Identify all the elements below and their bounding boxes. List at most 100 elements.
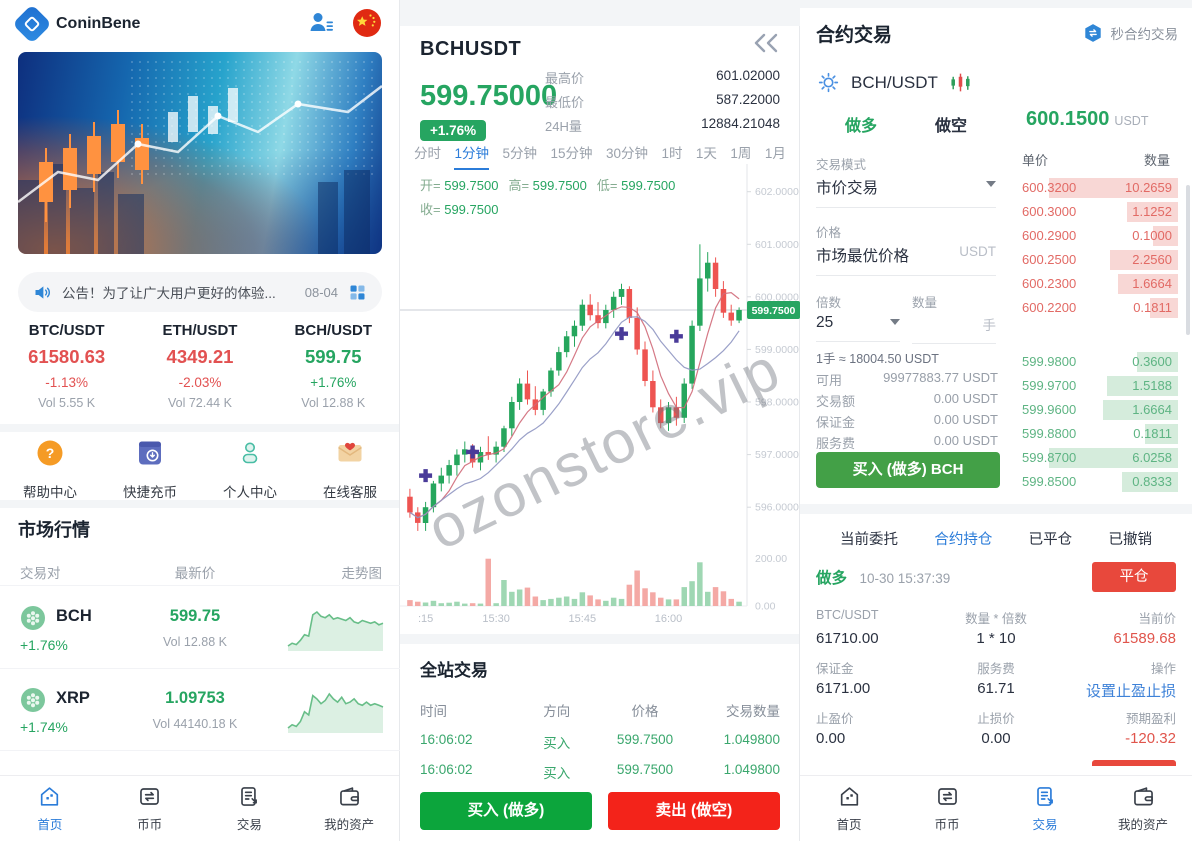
- partial-close-button[interactable]: [1092, 760, 1176, 766]
- brand-name: ConinBene: [56, 15, 141, 32]
- ask-row[interactable]: 600.3200 10.2659: [1012, 176, 1178, 200]
- home-icon: [37, 784, 62, 809]
- qty-input[interactable]: 手: [912, 314, 996, 344]
- ticker-btc[interactable]: BTC/USDT 61580.63 -1.13% Vol 5.55 K: [0, 322, 133, 410]
- contract-title: 合约交易: [816, 25, 893, 46]
- grid-icon[interactable]: [347, 282, 368, 303]
- shortcut-profile[interactable]: 个人中心: [200, 438, 300, 501]
- leverage-select[interactable]: 25: [816, 314, 900, 342]
- interval-tab-5分钟[interactable]: 5分钟: [502, 146, 537, 161]
- orderbook-qty-cell: 6.0258: [1132, 450, 1172, 465]
- svg-text:599.7500: 599.7500: [752, 305, 796, 317]
- position-tab-已撤销[interactable]: 已撤销: [1108, 532, 1152, 548]
- nav-item-trade[interactable]: 交易: [996, 776, 1094, 841]
- shortcut-recharge[interactable]: 快捷充币: [100, 438, 200, 501]
- sell-short-button[interactable]: 卖出 (做空): [608, 792, 780, 830]
- bid-row[interactable]: 599.8800 0.1811: [1012, 422, 1178, 446]
- user-profile-icon[interactable]: [306, 8, 336, 38]
- position-cell-value: 61.71: [977, 680, 1015, 697]
- gear-icon[interactable]: [816, 70, 841, 95]
- bid-row[interactable]: 599.8700 6.0258: [1012, 446, 1178, 470]
- interval-tab-1时[interactable]: 1时: [661, 146, 683, 161]
- position-cell-value[interactable]: 设置止盈止损: [1085, 683, 1176, 700]
- orderbook-price-cell: 599.9700: [1022, 378, 1077, 393]
- brand-logo-icon: [12, 4, 52, 44]
- interval-tab-1天[interactable]: 1天: [695, 146, 717, 161]
- bottom-nav-right: 首页 币币 交易 我的资产: [800, 775, 1192, 841]
- shortcut-service[interactable]: 在线客服: [300, 438, 400, 501]
- interval-tab-1分钟[interactable]: 1分钟: [454, 142, 489, 170]
- position-tab-已平仓[interactable]: 已平仓: [1028, 532, 1073, 548]
- orderbook-price-cell: 600.3000: [1022, 204, 1077, 219]
- close-position-button[interactable]: 平仓: [1092, 562, 1176, 592]
- nav-label: 币币: [934, 818, 960, 832]
- ask-row[interactable]: 600.2200 0.1811: [1012, 296, 1178, 320]
- market-row-bch[interactable]: BCH +1.76% 599.75 Vol 12.88 K: [0, 587, 400, 669]
- bid-row[interactable]: 599.9600 1.6664: [1012, 398, 1178, 422]
- chevron-down-icon: [890, 319, 900, 325]
- orderbook-qty-cell: 1.6664: [1132, 276, 1172, 291]
- trades-col-header: 价格: [631, 704, 659, 719]
- submit-long-button[interactable]: 买入 (做多) BCH: [816, 452, 1000, 488]
- interval-tab-1周[interactable]: 1周: [730, 146, 752, 161]
- last-price: 599.75000: [420, 80, 558, 112]
- scrollbar-thumb[interactable]: [1186, 185, 1190, 335]
- back-icon[interactable]: [751, 32, 781, 54]
- seconds-contract-link[interactable]: 秒合约交易: [1082, 22, 1178, 44]
- nav-item-wallet[interactable]: 我的资产: [299, 776, 399, 841]
- svg-text:15:45: 15:45: [569, 613, 597, 625]
- ticker-eth[interactable]: ETH/USDT 4349.21 -2.03% Vol 72.44 K: [133, 322, 266, 410]
- orderbook-price-cell: 600.2500: [1022, 252, 1077, 267]
- mode-select[interactable]: 市价交易: [816, 176, 996, 208]
- position-tab-合约持仓[interactable]: 合约持仓: [934, 532, 993, 548]
- candles-icon[interactable]: [948, 70, 973, 95]
- price-unit: USDT: [959, 244, 996, 259]
- bid-row[interactable]: 599.9800 0.3600: [1012, 350, 1178, 374]
- nav-item-home[interactable]: 首页: [0, 776, 100, 841]
- stat-label: 最高价: [545, 71, 585, 86]
- ask-row[interactable]: 600.2900 0.1000: [1012, 224, 1178, 248]
- ticker-strip: BTC/USDT 61580.63 -1.13% Vol 5.55 K ETH/USDT…: [0, 322, 400, 410]
- side-tab-做多[interactable]: 做多: [844, 118, 877, 135]
- promo-banner[interactable]: [18, 52, 382, 254]
- pair-name: BCH/USDT: [851, 72, 938, 92]
- ask-row[interactable]: 600.2300 1.6664: [1012, 272, 1178, 296]
- svg-text:600.0000: 600.0000: [755, 291, 799, 303]
- trade-row: 16:06:02 买入 599.7500 1.049800: [420, 762, 780, 782]
- buy-long-button[interactable]: 买入 (做多): [420, 792, 592, 830]
- shortcut-help[interactable]: ? 帮助中心: [0, 438, 100, 501]
- ohlc-legend-line2: 收= 599.7500: [420, 199, 508, 218]
- orderbook-col-header: 数量: [1143, 153, 1170, 168]
- candlestick-chart[interactable]: 602.0000 601.0000 600.0000 599.0000 598.0000…: [400, 160, 800, 630]
- market-row-xrp[interactable]: XRP +1.74% 1.09753 Vol 44140.18 K: [0, 669, 400, 751]
- position-tab-当前委托[interactable]: 当前委托: [840, 532, 898, 548]
- depth-bar: [1048, 448, 1178, 468]
- interval-tabs: 分时 1分钟 5分钟 15分钟 30分钟 1时 1天 1周 1月: [414, 142, 786, 170]
- side-tabs: 做多 做空: [816, 112, 996, 136]
- stat-row: 最高价 601.02000: [545, 68, 780, 88]
- orderbook-price-cell: 599.8800: [1022, 426, 1077, 441]
- ticker-bch[interactable]: BCH/USDT 599.75 +1.76% Vol 12.88 K: [267, 322, 400, 410]
- price-input[interactable]: 市场最优价格 USDT: [816, 244, 996, 276]
- interval-tab-分时[interactable]: 分时: [414, 146, 441, 161]
- side-tab-做空[interactable]: 做空: [934, 118, 967, 135]
- ask-row[interactable]: 600.3000 1.1252: [1012, 200, 1178, 224]
- nav-item-trade[interactable]: 交易: [200, 776, 300, 841]
- nav-item-home[interactable]: 首页: [800, 776, 898, 841]
- contract-panel: 合约交易 秒合约交易 BCH/USDT 做多 做空 交易模式 市价交易 价格 市场…: [800, 0, 1192, 841]
- nav-item-wallet[interactable]: 我的资产: [1094, 776, 1192, 841]
- interval-tab-15分钟[interactable]: 15分钟: [550, 146, 593, 161]
- nav-item-coins[interactable]: 币币: [100, 776, 200, 841]
- position-cell-label: BTC/USDT: [816, 608, 879, 622]
- announcement-bar[interactable]: 公告！为了让广大用户更好的体验... 08-04: [18, 272, 382, 312]
- interval-tab-30分钟[interactable]: 30分钟: [605, 146, 648, 161]
- nav-item-coins[interactable]: 币币: [898, 776, 996, 841]
- pair-selector[interactable]: BCH/USDT: [816, 70, 973, 95]
- bid-row[interactable]: 599.8500 0.8333: [1012, 470, 1178, 494]
- ask-row[interactable]: 600.2500 2.2560: [1012, 248, 1178, 272]
- svg-text:597.0000: 597.0000: [755, 449, 799, 461]
- interval-tab-1月[interactable]: 1月: [764, 146, 786, 161]
- orderbook-price-cell: 599.9600: [1022, 402, 1077, 417]
- china-flag-icon[interactable]: [352, 8, 382, 38]
- bid-row[interactable]: 599.9700 1.5188: [1012, 374, 1178, 398]
